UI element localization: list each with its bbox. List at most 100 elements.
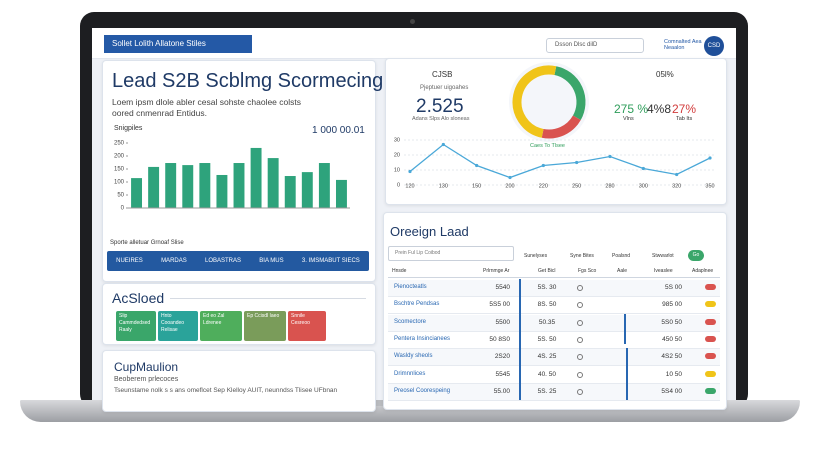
filter-tab[interactable]: Poalsnd (612, 253, 631, 259)
tab[interactable]: LOBASTRAS (205, 258, 242, 264)
row-rate: 8S. 50 (537, 301, 557, 309)
column-header: Adaplnee (692, 268, 714, 274)
column-header: Fgs Sco (578, 268, 597, 274)
row-total: 5S 00 (665, 284, 682, 291)
table-row (388, 297, 720, 315)
row-name[interactable]: Drimnnlices (394, 370, 426, 377)
column-accent (519, 279, 521, 400)
column-header: Get Bicl (538, 268, 556, 274)
row-rate: 50.35 (538, 318, 556, 326)
row-icon (577, 371, 583, 378)
filter-tab[interactable]: Sunelyses (524, 253, 548, 259)
status-tile[interactable]: Snnile Cesreoo (288, 311, 326, 341)
table-row (388, 314, 720, 332)
row-icon (577, 319, 583, 326)
camera (410, 19, 415, 24)
row-rate: 4S. 25 (537, 353, 557, 361)
row-name[interactable]: Scomectore (394, 318, 427, 325)
row-amount: 5545 (495, 370, 510, 378)
user-name[interactable]: Comnalted Aea Neaalon (664, 39, 702, 51)
row-name[interactable]: Pentera Insincianees (394, 335, 451, 342)
tab[interactable]: MARDAS (161, 258, 187, 264)
metrics-card (385, 58, 727, 205)
row-name[interactable]: Pienocteatls (394, 284, 427, 290)
column-header: Aale (617, 268, 628, 274)
score-card (102, 60, 376, 282)
status-tile[interactable]: Hnto Cooandeo Relisae (158, 311, 198, 341)
status-tile[interactable]: Slip Cammdedsed Raaly (116, 311, 156, 341)
row-rate: 5S. 30 (537, 284, 557, 291)
filter-tab[interactable]: Syne Bites (570, 253, 594, 259)
table-search[interactable]: Prein Ful Lip Coibod (388, 246, 514, 261)
campaign-text: Tseunstame nolk s s ans omeflcet Sep Kle… (114, 387, 338, 394)
go-button[interactable]: Go (688, 250, 704, 261)
column-accent (626, 348, 628, 400)
row-amount: 50 8S0 (489, 335, 510, 343)
table-row (388, 383, 720, 401)
row-rate: 5S. 25 (537, 387, 557, 395)
app-title[interactable]: Sollet Lolith Allatone Stiles (104, 35, 252, 53)
table-row (388, 366, 720, 384)
row-name[interactable]: Bschtre Pendsas (394, 301, 440, 308)
row-name[interactable]: Preosel Coorespeing (394, 387, 451, 394)
score-description: Loem ipsm dlole abler cesal sohste chaol… (112, 97, 301, 118)
row-icon (577, 302, 583, 309)
row-name[interactable]: Wasldy sheols (394, 353, 433, 360)
row-icon (577, 336, 583, 343)
column-header: Iveaslee (654, 268, 673, 274)
table-row (388, 331, 720, 349)
tab-strip: NUEIRES MARDAS LOBASTRAS BIA MUS 3. IMSM… (107, 251, 369, 271)
score-title: Lead S2B Scblmg Scormecing (112, 70, 384, 92)
closed-divider (170, 298, 366, 299)
campaign-title: CupMaulion (114, 360, 179, 374)
metric-red: 27% (672, 102, 697, 116)
chart-annotation: 1 000 00.01 (312, 125, 365, 136)
status-pill (705, 353, 716, 360)
status-pill (705, 370, 716, 377)
row-amount: 5500 (495, 318, 510, 326)
tab[interactable]: NUEIRES (116, 258, 143, 264)
metric-code: CJSB (432, 70, 453, 79)
tab[interactable]: 3. IMSMABUT SIECS (301, 258, 360, 264)
status-pill (705, 284, 716, 290)
header-rule (388, 277, 720, 278)
campaign-subtitle: Beoberem prlecoces (114, 376, 179, 383)
column-header: Prlrnmge Ar (483, 268, 510, 274)
metric-label: Pjeptuer uigoahes (420, 85, 469, 91)
metric-value: 2.525 (416, 96, 464, 117)
row-amount: 5S5 00 (489, 301, 510, 309)
row-total: 10 50 (665, 370, 682, 378)
row-icon (577, 285, 583, 291)
column-accent (624, 314, 626, 344)
metric-middle: 4%8 (647, 102, 672, 116)
status-pill (705, 318, 716, 325)
chart-caption: Sporte alletuar Grnoaf Slise (110, 240, 184, 246)
row-rate: 40. 50 (537, 370, 557, 378)
table-row (388, 349, 720, 367)
row-total: 450 50 (662, 335, 682, 343)
row-amount: 2S20 (494, 353, 510, 361)
column-header: Hnsde (392, 268, 407, 274)
tab[interactable]: BIA MUS (259, 258, 284, 264)
metric-green: 275 % (614, 102, 649, 116)
row-total: 5S4 00 (661, 387, 682, 395)
row-amount: 5540 (495, 284, 510, 291)
status-tile[interactable]: Ep Ccisdl Iaeo (244, 311, 286, 341)
row-amount: 55.00 (493, 387, 510, 395)
line-title: Caes To Tlsee (530, 143, 565, 149)
filter-tab[interactable]: Stwwarlot (652, 253, 674, 259)
avatar[interactable]: CSD (704, 36, 724, 56)
status-pill (705, 301, 716, 308)
row-icon (577, 388, 583, 395)
row-rate: 5S. 50 (537, 335, 557, 343)
status-pill (705, 387, 716, 394)
donut-center: Banssene elo Cosessabe (533, 94, 567, 107)
status-tile[interactable]: Ed eo Zal Ldrenee (200, 311, 242, 341)
search-box[interactable]: Dsson Dlsc dilD (546, 38, 644, 53)
status-pill (705, 335, 716, 342)
campaign-card (102, 350, 376, 412)
row-total: 5S0 50 (661, 318, 682, 326)
metric-note: Adans Slps Alo sloneas (412, 116, 470, 122)
row-total: 4S2 50 (661, 353, 682, 361)
